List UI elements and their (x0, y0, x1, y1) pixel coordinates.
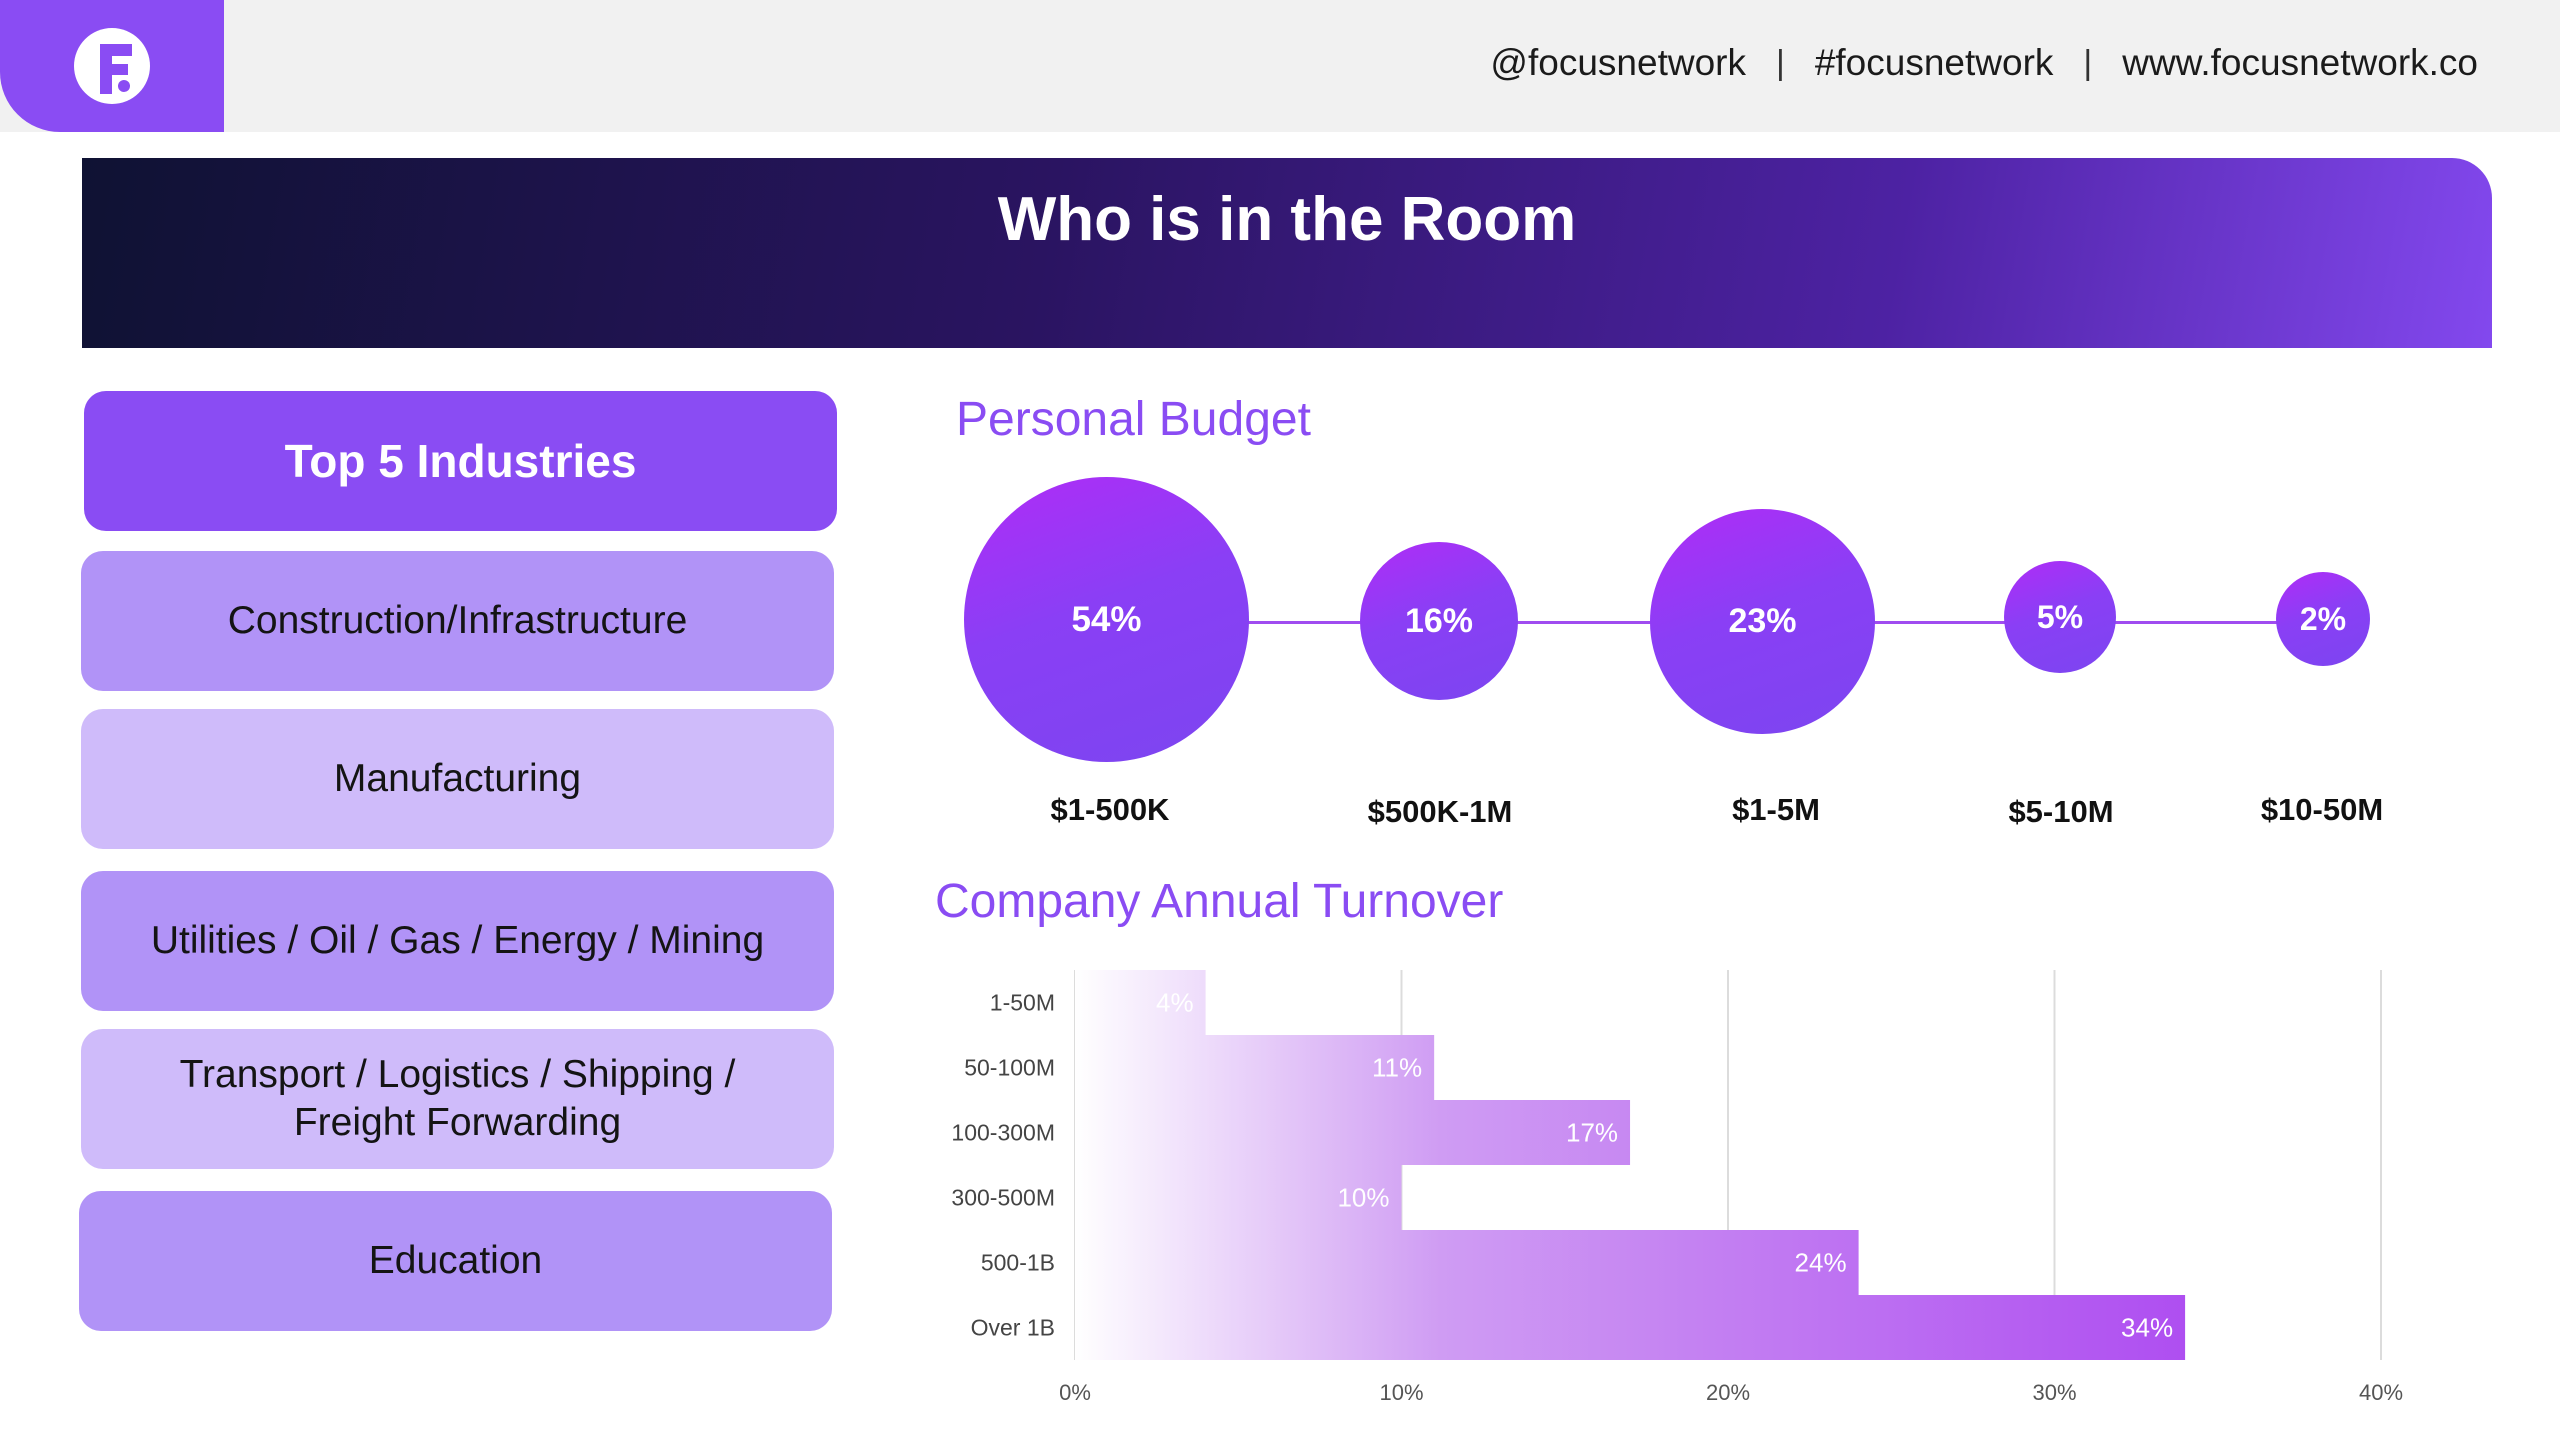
bar (1075, 1230, 1859, 1295)
budget-value: 23% (1728, 602, 1797, 640)
y-tick-label: 50-100M (964, 1055, 1055, 1081)
x-tick-label: 10% (1379, 1380, 1423, 1405)
bar (1075, 1165, 1402, 1230)
bar-value-label: 11% (1372, 1053, 1422, 1083)
hashtag[interactable]: #focusnetwork (1814, 42, 2054, 83)
x-tick-label: 20% (1706, 1380, 1750, 1405)
industry-item: Manufacturing (81, 709, 834, 849)
bar-value-label: 24% (1795, 1248, 1847, 1278)
industry-item: Construction/Infrastructure (81, 551, 834, 691)
x-tick-label: 40% (2359, 1380, 2403, 1405)
budget-bubble: 54% (964, 477, 1249, 762)
y-tick-label: 1-50M (990, 990, 1055, 1016)
industries-title: Top 5 Industries (84, 391, 837, 531)
budget-value: 54% (1071, 599, 1142, 639)
budget-bubble: 2% (2276, 572, 2370, 666)
x-tick-label: 0% (1059, 1380, 1091, 1405)
budget-value: 16% (1404, 601, 1474, 640)
budget-bubble: 5% (2004, 561, 2116, 673)
industry-item: Utilities / Oil / Gas / Energy / Mining (81, 871, 834, 1011)
bar (1075, 1100, 1631, 1165)
turnover-title: Company Annual Turnover (935, 875, 1504, 928)
bar-value-label: 4% (1156, 988, 1194, 1018)
budget-bubble: 16% (1360, 542, 1518, 700)
budget-label: $500K-1M (1367, 794, 1513, 829)
budget-value: 5% (2036, 598, 2084, 635)
bar (1075, 970, 1206, 1035)
separator: | (2083, 43, 2093, 82)
separator: | (1775, 43, 1785, 82)
bar (1075, 1035, 1435, 1100)
logo[interactable] (0, 0, 224, 132)
x-tick-label: 30% (2032, 1380, 2076, 1405)
top-bar: @focusnetwork | #focusnetwork | www.focu… (0, 0, 2560, 132)
y-tick-label: 300-500M (951, 1185, 1055, 1211)
budget-title: Personal Budget (956, 393, 1311, 446)
industry-item: Transport / Logistics / Shipping / Freig… (81, 1029, 834, 1169)
twitter-handle[interactable]: @focusnetwork (1490, 42, 1746, 83)
budget-label: $5-10M (2008, 794, 2114, 829)
social-links: @focusnetwork | #focusnetwork | www.focu… (1490, 38, 2478, 88)
bar (1075, 1295, 2186, 1360)
focus-network-logo-icon (74, 28, 150, 104)
bar-value-label: 10% (1337, 1183, 1389, 1213)
budget-value: 2% (2299, 600, 2347, 637)
industry-item: Education (79, 1191, 832, 1331)
page-title: Who is in the Room (997, 185, 1577, 254)
budget-label: $1-5M (1732, 792, 1820, 827)
budget-label: $1-500K (1050, 792, 1170, 827)
y-tick-label: 500-1B (981, 1250, 1055, 1276)
budget-bubble: 23% (1650, 509, 1875, 734)
title-banner: Who is in the Room (82, 158, 2492, 348)
budget-label: $10-50M (2260, 792, 2384, 827)
y-tick-label: Over 1B (971, 1315, 1055, 1341)
bar-value-label: 34% (2121, 1313, 2173, 1343)
y-tick-label: 100-300M (951, 1120, 1055, 1146)
website-link[interactable]: www.focusnetwork.co (2122, 42, 2478, 83)
bar-value-label: 17% (1566, 1118, 1618, 1148)
turnover-chart: 0% 10% 20% 30% 40% 1-50M 4% 50-100M 11% 100-300M 1… (951, 970, 2403, 1405)
